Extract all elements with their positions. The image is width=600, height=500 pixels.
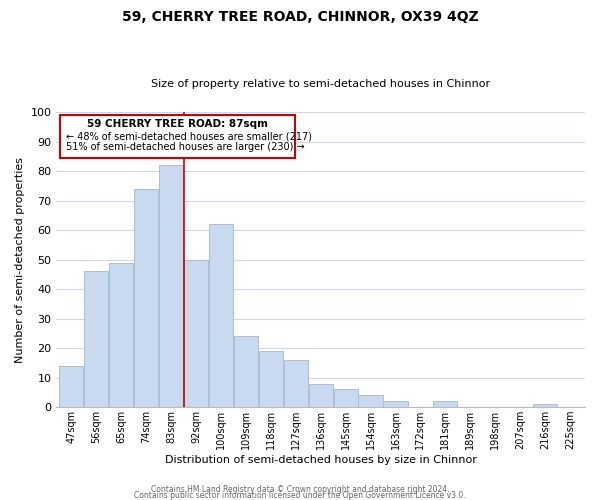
Bar (433, 402, 457, 407)
Bar (284, 360, 308, 407)
Bar (184, 260, 208, 407)
Bar (358, 396, 383, 407)
Y-axis label: Number of semi-detached properties: Number of semi-detached properties (15, 156, 25, 362)
Bar (383, 402, 407, 407)
Bar (134, 188, 158, 407)
Bar (84, 272, 109, 407)
Text: ← 48% of semi-detached houses are smaller (217): ← 48% of semi-detached houses are smalle… (67, 131, 313, 141)
Bar (109, 262, 133, 407)
Bar (533, 404, 557, 407)
X-axis label: Distribution of semi-detached houses by size in Chinnor: Distribution of semi-detached houses by … (165, 455, 476, 465)
Bar (308, 384, 333, 407)
Text: 59, CHERRY TREE ROAD, CHINNOR, OX39 4QZ: 59, CHERRY TREE ROAD, CHINNOR, OX39 4QZ (122, 10, 478, 24)
Bar (159, 165, 183, 407)
FancyBboxPatch shape (60, 115, 295, 158)
Text: Contains HM Land Registry data © Crown copyright and database right 2024.: Contains HM Land Registry data © Crown c… (151, 484, 449, 494)
Bar (334, 390, 358, 407)
Bar (259, 351, 283, 407)
Text: Contains public sector information licensed under the Open Government Licence v3: Contains public sector information licen… (134, 490, 466, 500)
Text: 59 CHERRY TREE ROAD: 87sqm: 59 CHERRY TREE ROAD: 87sqm (87, 120, 268, 130)
Bar (59, 366, 83, 407)
Bar (209, 224, 233, 407)
Title: Size of property relative to semi-detached houses in Chinnor: Size of property relative to semi-detach… (151, 79, 490, 89)
Text: 51% of semi-detached houses are larger (230) →: 51% of semi-detached houses are larger (… (67, 142, 305, 152)
Bar (234, 336, 258, 407)
